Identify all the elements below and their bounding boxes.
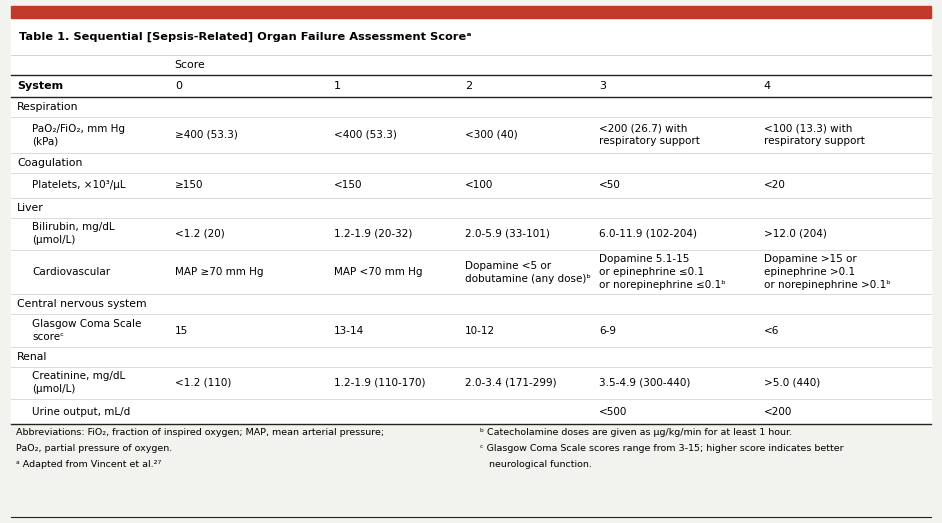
Text: >5.0 (440): >5.0 (440) <box>764 378 820 388</box>
Text: Dopamine 5.1-15
or epinephrine ≤0.1
or norepinephrine ≤0.1ᵇ: Dopamine 5.1-15 or epinephrine ≤0.1 or n… <box>599 254 725 290</box>
Text: 3.5-4.9 (300-440): 3.5-4.9 (300-440) <box>599 378 690 388</box>
Text: ᶜ Glasgow Coma Scale scores range from 3-15; higher score indicates better: ᶜ Glasgow Coma Scale scores range from 3… <box>480 444 844 453</box>
Text: <100 (13.3) with
respiratory support: <100 (13.3) with respiratory support <box>764 123 865 146</box>
Text: Central nervous system: Central nervous system <box>17 299 147 310</box>
Text: 0: 0 <box>175 81 182 92</box>
Text: Renal: Renal <box>17 351 47 362</box>
Text: 1.2-1.9 (110-170): 1.2-1.9 (110-170) <box>334 378 426 388</box>
Bar <box>11 399 931 424</box>
Bar <box>11 198 931 218</box>
Text: <1.2 (20): <1.2 (20) <box>175 229 225 239</box>
Text: Dopamine <5 or
dobutamine (any dose)ᵇ: Dopamine <5 or dobutamine (any dose)ᵇ <box>464 261 591 283</box>
Bar <box>11 75 931 97</box>
Bar <box>11 218 931 250</box>
Text: 3: 3 <box>599 81 606 92</box>
Text: ᵇ Catecholamine doses are given as μg/kg/min for at least 1 hour.: ᵇ Catecholamine doses are given as μg/kg… <box>480 428 792 437</box>
Bar <box>11 294 931 314</box>
Bar <box>11 367 931 399</box>
Text: Liver: Liver <box>17 202 43 213</box>
Bar <box>11 314 931 347</box>
Text: <500: <500 <box>599 406 627 417</box>
Text: Bilirubin, mg/dL
(μmol/L): Bilirubin, mg/dL (μmol/L) <box>32 222 115 245</box>
Text: <200 (26.7) with
respiratory support: <200 (26.7) with respiratory support <box>599 123 700 146</box>
Text: ≥150: ≥150 <box>175 180 203 190</box>
Bar <box>11 97 931 117</box>
Text: Cardiovascular: Cardiovascular <box>32 267 110 277</box>
Text: 6.0-11.9 (102-204): 6.0-11.9 (102-204) <box>599 229 697 239</box>
Bar <box>11 55 931 75</box>
Text: 4: 4 <box>764 81 771 92</box>
Text: Urine output, mL/d: Urine output, mL/d <box>32 406 130 417</box>
Bar <box>11 250 931 294</box>
Text: ≥400 (53.3): ≥400 (53.3) <box>175 130 238 140</box>
Text: MAP ≥70 mm Hg: MAP ≥70 mm Hg <box>175 267 264 277</box>
Text: 1.2-1.9 (20-32): 1.2-1.9 (20-32) <box>334 229 413 239</box>
Text: 2: 2 <box>464 81 472 92</box>
Text: 2.0-3.4 (171-299): 2.0-3.4 (171-299) <box>464 378 557 388</box>
Text: 1: 1 <box>334 81 341 92</box>
Text: Platelets, ×10³/μL: Platelets, ×10³/μL <box>32 180 125 190</box>
Text: 13-14: 13-14 <box>334 325 365 336</box>
Bar <box>11 173 931 198</box>
Bar <box>11 347 931 367</box>
Text: MAP <70 mm Hg: MAP <70 mm Hg <box>334 267 423 277</box>
Text: Table 1. Sequential [Sepsis-Related] Organ Failure Assessment Scoreᵃ: Table 1. Sequential [Sepsis-Related] Org… <box>19 31 471 42</box>
Text: <100: <100 <box>464 180 493 190</box>
Text: Creatinine, mg/dL
(μmol/L): Creatinine, mg/dL (μmol/L) <box>32 371 125 394</box>
Text: Respiration: Respiration <box>17 102 78 112</box>
Text: <150: <150 <box>334 180 363 190</box>
Bar <box>11 18 931 55</box>
Text: 15: 15 <box>175 325 188 336</box>
Bar <box>11 153 931 173</box>
Text: PaO₂, partial pressure of oxygen.: PaO₂, partial pressure of oxygen. <box>16 444 172 453</box>
Text: ᵃ Adapted from Vincent et al.²⁷: ᵃ Adapted from Vincent et al.²⁷ <box>16 460 161 469</box>
Text: Glasgow Coma Scale
scoreᶜ: Glasgow Coma Scale scoreᶜ <box>32 319 141 342</box>
Text: neurological function.: neurological function. <box>480 460 593 469</box>
Text: <6: <6 <box>764 325 779 336</box>
Text: 10-12: 10-12 <box>464 325 495 336</box>
Text: <300 (40): <300 (40) <box>464 130 517 140</box>
Bar <box>11 6 931 18</box>
Text: <200: <200 <box>764 406 792 417</box>
Text: PaO₂/FiO₂, mm Hg
(kPa): PaO₂/FiO₂, mm Hg (kPa) <box>32 123 125 146</box>
Text: <1.2 (110): <1.2 (110) <box>175 378 232 388</box>
Text: 6-9: 6-9 <box>599 325 616 336</box>
Text: Coagulation: Coagulation <box>17 157 82 168</box>
Text: System: System <box>17 81 63 92</box>
Text: Dopamine >15 or
epinephrine >0.1
or norepinephrine >0.1ᵇ: Dopamine >15 or epinephrine >0.1 or nore… <box>764 254 890 290</box>
Text: Abbreviations: FiO₂, fraction of inspired oxygen; MAP, mean arterial pressure;: Abbreviations: FiO₂, fraction of inspire… <box>16 428 384 437</box>
Text: >12.0 (204): >12.0 (204) <box>764 229 826 239</box>
Text: Score: Score <box>174 60 205 71</box>
Bar <box>11 117 931 153</box>
Text: 2.0-5.9 (33-101): 2.0-5.9 (33-101) <box>464 229 549 239</box>
Text: <400 (53.3): <400 (53.3) <box>334 130 397 140</box>
Text: <50: <50 <box>599 180 621 190</box>
Text: <20: <20 <box>764 180 786 190</box>
